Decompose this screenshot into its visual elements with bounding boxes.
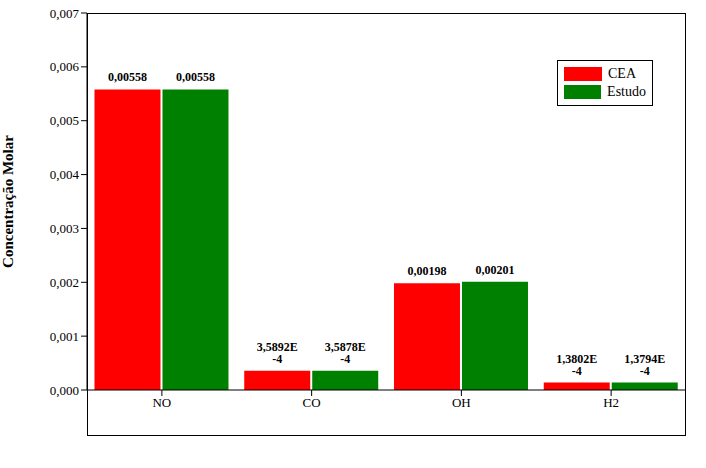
svg-text:H2: H2 (603, 395, 619, 410)
html-text:CEA: CEA (608, 66, 636, 81)
svg-text:0,001: 0,001 (50, 329, 79, 344)
svg-text:3,5878E-4: 3,5878E-4 (325, 340, 366, 366)
svg-text:NO: NO (152, 395, 171, 410)
svg-text:0,002: 0,002 (50, 275, 79, 290)
svg-text:0,003: 0,003 (50, 221, 79, 236)
svg-text:0,000: 0,000 (50, 383, 79, 398)
svg-text:3,5892E-4: 3,5892E-4 (257, 340, 298, 366)
svg-text:CO: CO (303, 395, 321, 410)
svg-text:OH: OH (452, 395, 471, 410)
svg-text:1,3802E-4: 1,3802E-4 (556, 352, 597, 378)
svg-text:0,005: 0,005 (50, 113, 79, 128)
svg-text:0,00558: 0,00558 (108, 70, 147, 84)
svg-text:0,004: 0,004 (50, 167, 80, 182)
svg-text:0,007: 0,007 (50, 6, 80, 21)
svg-text:1,3794E-4: 1,3794E-4 (624, 352, 665, 378)
svg-text:0,006: 0,006 (50, 59, 80, 74)
svg-text:Concentração Molar: Concentração Molar (8, 135, 16, 268)
svg-text:0,00558: 0,00558 (176, 70, 215, 84)
svg-text:0,00198: 0,00198 (407, 264, 446, 278)
svg-text:0,00201: 0,00201 (475, 263, 514, 277)
html-text:Estudo: Estudo (607, 84, 646, 99)
